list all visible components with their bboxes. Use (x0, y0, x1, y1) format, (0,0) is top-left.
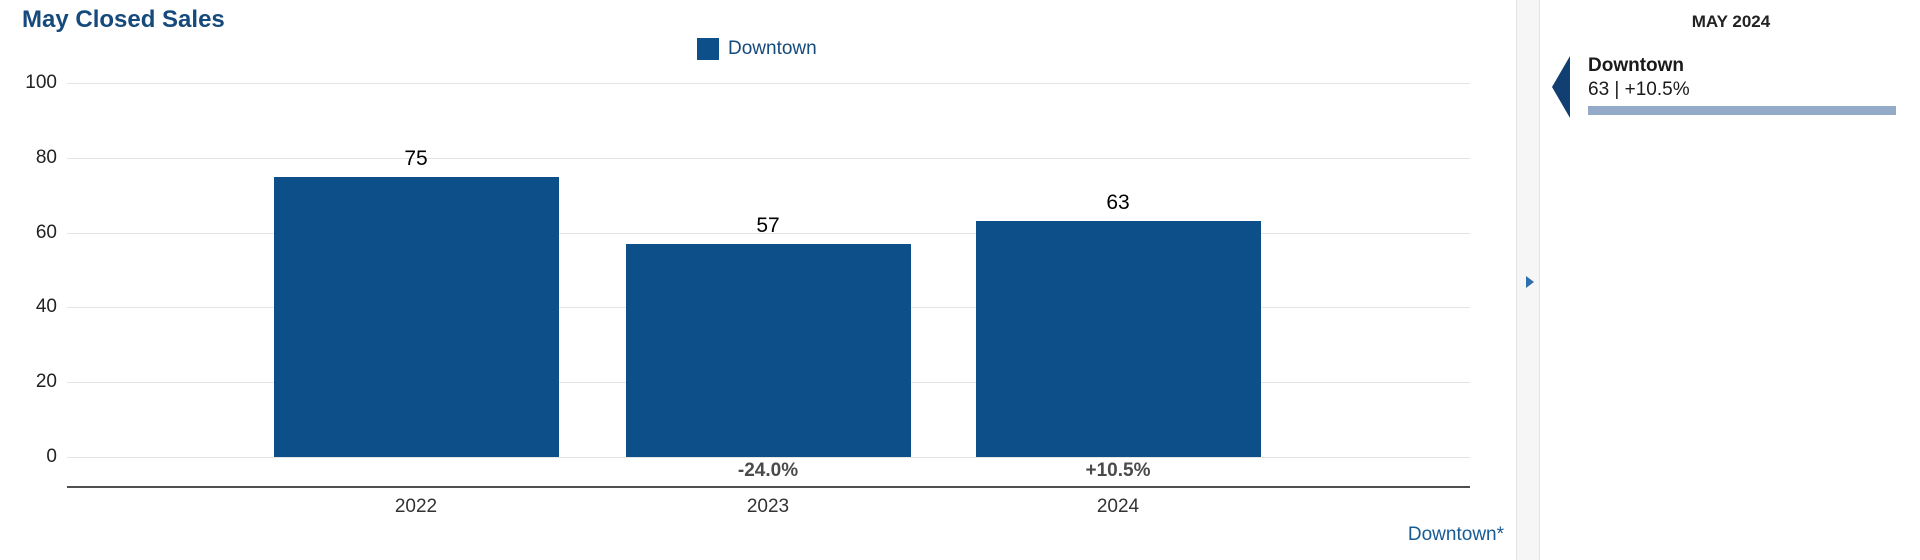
summary-item-value: 63 | +10.5% (1588, 79, 1690, 100)
legend[interactable]: Downtown (697, 38, 817, 60)
bar-value-label-2024: 63 (1106, 191, 1130, 215)
legend-label-downtown: Downtown (728, 38, 817, 59)
change-label-2024: +10.5% (1085, 460, 1151, 481)
y-axis-label-40: 40 (35, 296, 57, 318)
chevron-right-icon (1526, 276, 1534, 288)
x-axis-label-2022: 2022 (394, 496, 438, 517)
change-label-2023: -24.0% (737, 460, 799, 481)
x-axis-label-2024: 2024 (1096, 496, 1140, 517)
y-axis-label-60: 60 (35, 221, 57, 243)
left-arrow-marker-icon (1552, 56, 1570, 118)
bar-2022[interactable] (273, 176, 559, 457)
chart-title: May Closed Sales (22, 6, 225, 33)
summary-item-name: Downtown (1588, 55, 1685, 76)
x-axis-line (67, 486, 1470, 488)
series-footnote-link[interactable]: Downtown* (1407, 524, 1504, 545)
bar-chart-plot-area: 0 20 40 60 80 100 75 57 63 (25, 72, 1470, 467)
summary-accent-bar (1588, 106, 1896, 115)
y-axis-label-80: 80 (35, 146, 57, 168)
gridline-60 (67, 232, 1470, 234)
gridline-0 (67, 457, 1470, 458)
x-axis-label-2023: 2023 (746, 496, 790, 517)
summary-item-downtown[interactable]: Downtown 63 | +10.5% (1552, 50, 1912, 130)
bar-2023[interactable] (625, 243, 911, 457)
y-axis-label-0: 0 (46, 446, 57, 467)
panel-toggle-strip (1516, 0, 1540, 560)
gridline-80 (67, 157, 1470, 159)
gridline-100 (67, 83, 1470, 84)
bar-2024[interactable] (975, 221, 1261, 457)
bar-value-label-2023: 57 (756, 213, 780, 237)
summary-panel-header: MAY 2024 (1691, 12, 1771, 31)
bar-value-label-2022: 75 (404, 146, 428, 170)
y-axis-label-100: 100 (25, 72, 57, 93)
legend-swatch-downtown (697, 38, 719, 60)
expand-panel-button[interactable] (1524, 274, 1536, 290)
y-axis-label-20: 20 (35, 371, 57, 393)
summary-panel: MAY 2024 Downtown 63 | +10.5% (1542, 0, 1920, 560)
